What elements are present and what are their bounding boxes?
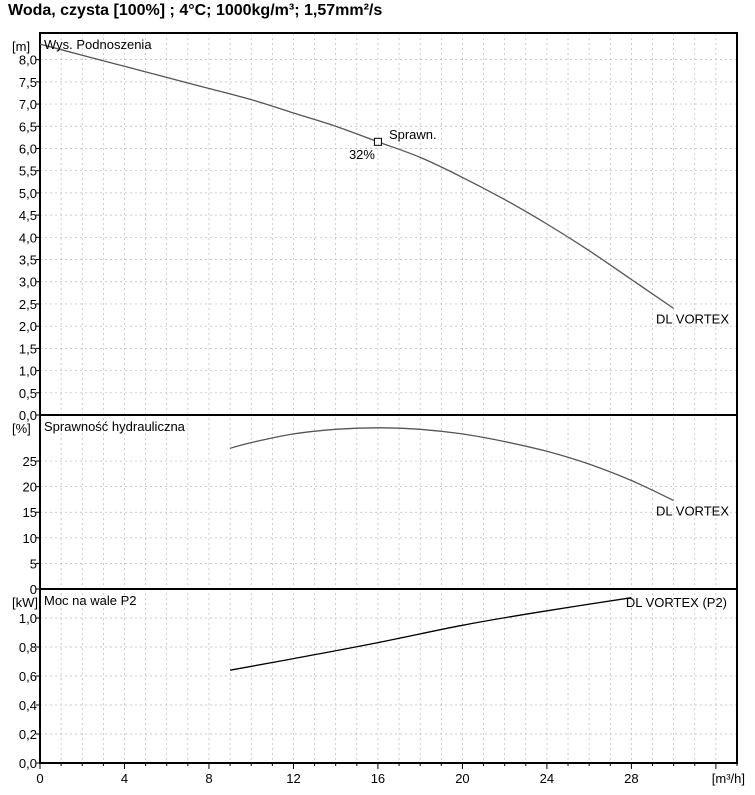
y-tick-label: 20: [23, 480, 37, 495]
y-tick-label: 6,0: [19, 141, 37, 156]
y-tick-label: 1,0: [19, 364, 37, 379]
y-tick-label: 2,5: [19, 297, 37, 312]
x-tick-label: 24: [540, 771, 554, 786]
y-tick-label: 4,5: [19, 208, 37, 223]
efficiency-marker: [373, 137, 382, 146]
y-tick-label: 5,0: [19, 186, 37, 201]
x-tick-label: 8: [205, 771, 212, 786]
x-tick-label: 12: [286, 771, 300, 786]
marker-value-label: 32%: [349, 147, 375, 162]
y-tick-label: 0,0: [19, 408, 37, 423]
y-tick-label: 0,8: [19, 640, 37, 655]
y-unit-label: [m]: [12, 39, 30, 54]
series-line: [229, 427, 674, 502]
x-tick-label: 28: [624, 771, 638, 786]
y-tick-label: 5,5: [19, 164, 37, 179]
y-tick-label: 2,0: [19, 319, 37, 334]
y-tick-label: 3,0: [19, 275, 37, 290]
y-tick-label: 7,5: [19, 75, 37, 90]
y-tick-label: 0,6: [19, 669, 37, 684]
x-tick-label: 0: [36, 771, 43, 786]
series-label: DL VORTEX: [656, 311, 729, 326]
y-tick-label: 1,0: [19, 611, 37, 626]
page-title: Woda, czysta [100%] ; 4°C; 1000kg/m³; 1,…: [8, 2, 383, 19]
y-tick-label: 0,5: [19, 386, 37, 401]
y-tick-label: 25: [23, 454, 37, 469]
curve-layer: [39, 43, 674, 671]
y-tick-label: 8,0: [19, 53, 37, 68]
x-tick-label: 4: [121, 771, 128, 786]
y-unit-label: [kW]: [12, 595, 38, 610]
panel-frame-1: [39, 32, 738, 416]
y-tick-label: 6,5: [19, 119, 37, 134]
panel-frame-3: [39, 588, 738, 764]
y-unit-label: [%]: [12, 421, 31, 436]
y-tick-label: 0,2: [19, 727, 37, 742]
panel-title: Wys. Podnoszenia: [44, 37, 152, 52]
y-tick-label: 10: [23, 531, 37, 546]
series-label: DL VORTEX (P2): [626, 595, 727, 610]
series-line: [39, 43, 674, 309]
panel-title: Sprawność hydrauliczna: [44, 419, 186, 434]
label-layer: 0,0 0,5 1,0 1,5 2,0 2,5 3,0 3,5 4,0 4,5 5,0 5,5 6,0 6…: [12, 37, 745, 786]
x-unit-label: [m³/h]: [712, 771, 745, 786]
y-tick-label: 4,0: [19, 230, 37, 245]
frame-layer: [36, 32, 738, 769]
panel-frame-2: [39, 414, 738, 590]
y-tick-label: 0,4: [19, 698, 37, 713]
y-tick-label: 0: [30, 582, 37, 597]
x-tick-label: 20: [455, 771, 469, 786]
marker-label: Sprawn.: [389, 127, 437, 142]
y-tick-label: 0,0: [19, 756, 37, 771]
y-tick-label: 1,5: [19, 341, 37, 356]
series-line: [229, 597, 632, 671]
series-label: DL VORTEX: [656, 503, 729, 518]
y-tick-label: 5: [30, 556, 37, 571]
grid-layer: [40, 33, 737, 763]
y-tick-label: 3,5: [19, 253, 37, 268]
x-tick-label: 16: [371, 771, 385, 786]
panel-title: Moc na wale P2: [44, 593, 137, 608]
y-tick-label: 15: [23, 505, 37, 520]
y-tick-label: 7,0: [19, 97, 37, 112]
